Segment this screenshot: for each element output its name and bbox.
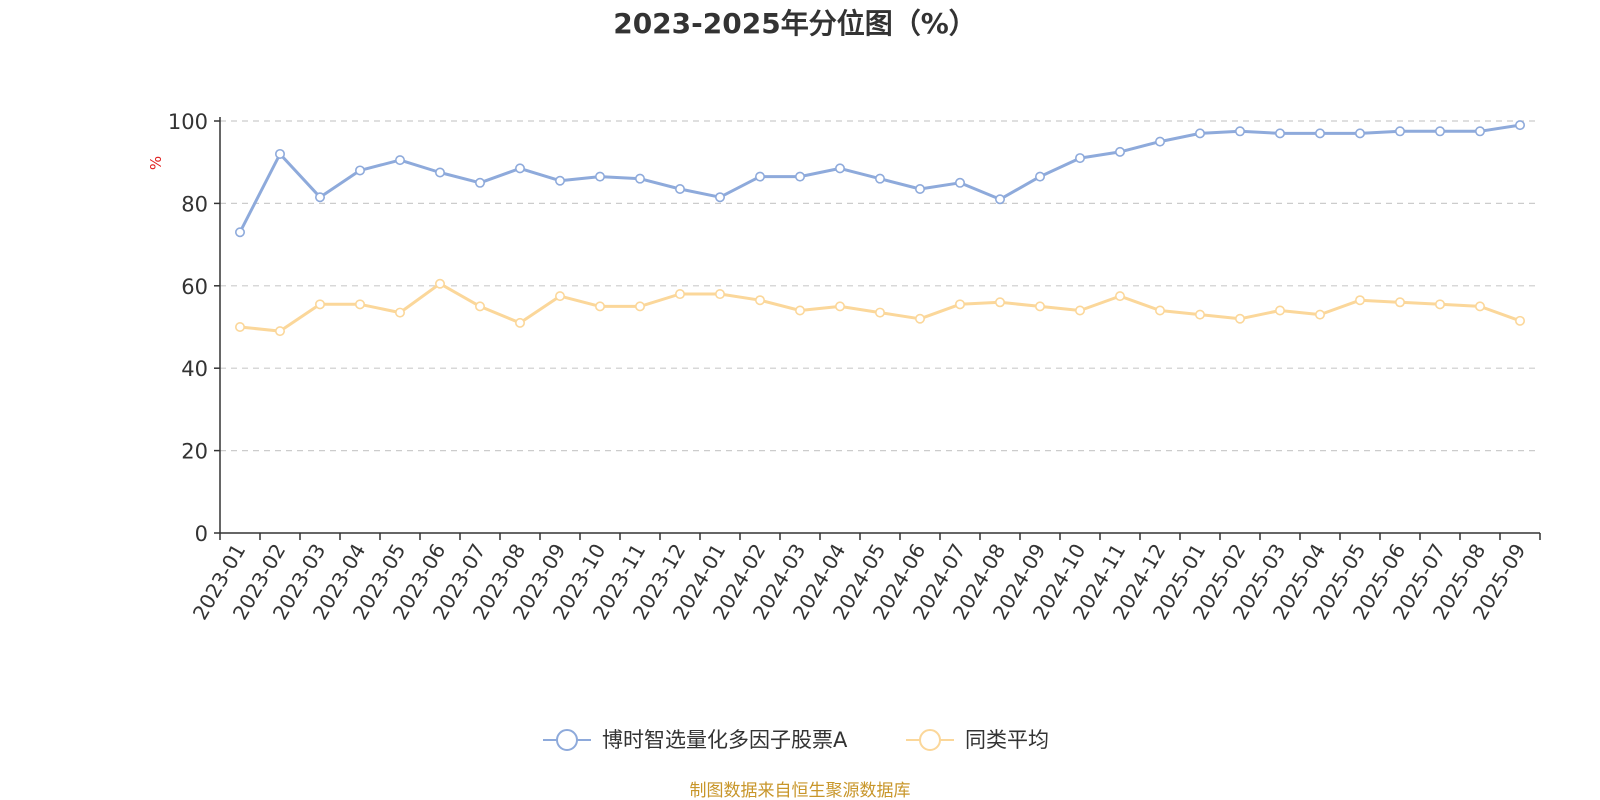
series-2-point-18 <box>954 299 965 310</box>
series-1-point-10 <box>634 173 645 184</box>
series-1-point-18 <box>954 177 965 188</box>
series-1-point-32 <box>1515 120 1526 131</box>
series-1-point-12 <box>714 192 725 203</box>
series-1-point-21 <box>1075 153 1086 164</box>
legend-label-series-1: 博时智选量化多因子股票A <box>602 728 848 752</box>
y-tick-label-2: 40 <box>181 357 208 381</box>
source-note: 制图数据来自恒生聚源数据库 <box>690 781 911 800</box>
series-2-point-7 <box>514 317 525 328</box>
legend-label-series-2: 同类平均 <box>965 728 1049 752</box>
series-2-point-16 <box>874 307 885 318</box>
series-1-point-20 <box>1035 171 1046 182</box>
legend-marker-series-1 <box>556 729 578 751</box>
series-1-point-3 <box>354 165 365 176</box>
series-2-point-23 <box>1155 305 1166 316</box>
y-tick-label-0: 0 <box>195 522 208 546</box>
series-1-point-14 <box>794 171 805 182</box>
series-2-point-9 <box>594 301 605 312</box>
series-1-point-11 <box>674 183 685 194</box>
series-1-point-23 <box>1155 136 1166 147</box>
series-2-point-31 <box>1475 301 1486 312</box>
legend: 博时智选量化多因子股票A 同类平均 <box>543 728 1049 752</box>
series-2-point-32 <box>1515 315 1526 326</box>
series-1-point-19 <box>994 194 1005 205</box>
series-2-point-24 <box>1195 309 1206 320</box>
series-1-point-1 <box>274 148 285 159</box>
series-1-point-27 <box>1315 128 1326 139</box>
legend-item-series-1[interactable]: 博时智选量化多因子股票A <box>543 728 848 752</box>
series-layer <box>235 120 1526 337</box>
series-2-point-27 <box>1315 309 1326 320</box>
series-2-point-28 <box>1355 295 1366 306</box>
series-1-point-31 <box>1475 126 1486 137</box>
series-1-point-2 <box>314 192 325 203</box>
series-2-point-15 <box>834 301 845 312</box>
legend-item-series-2[interactable]: 同类平均 <box>906 728 1049 752</box>
y-axis-label: % <box>147 156 165 170</box>
series-1-point-28 <box>1355 128 1366 139</box>
series-2-point-30 <box>1435 299 1446 310</box>
legend-marker-series-2 <box>919 729 941 751</box>
series-1-point-7 <box>514 163 525 174</box>
series-2-point-25 <box>1235 313 1246 324</box>
series-2-point-21 <box>1075 305 1086 316</box>
series-1-point-5 <box>434 167 445 178</box>
series-1-point-9 <box>594 171 605 182</box>
axes-layer: 0204060801002023-012023-022023-032023-04… <box>168 110 1541 624</box>
series-2-point-14 <box>794 305 805 316</box>
series-2-point-22 <box>1115 291 1126 302</box>
series-2-point-20 <box>1035 301 1046 312</box>
series-1-point-22 <box>1115 146 1126 157</box>
y-tick-label-5: 100 <box>168 110 208 134</box>
series-1-point-8 <box>554 175 565 186</box>
series-1-point-13 <box>754 171 765 182</box>
series-1-point-16 <box>874 173 885 184</box>
series-2-point-13 <box>754 295 765 306</box>
series-2-point-12 <box>714 289 725 300</box>
series-1-point-30 <box>1435 126 1446 137</box>
series-2-point-3 <box>354 299 365 310</box>
grid-layer <box>220 120 1540 452</box>
series-2-point-10 <box>634 301 645 312</box>
series-2-point-19 <box>994 297 1005 308</box>
series-2-point-29 <box>1395 297 1406 308</box>
series-1-point-26 <box>1275 128 1286 139</box>
series-2-point-5 <box>434 278 445 289</box>
series-2-point-2 <box>314 299 325 310</box>
series-2-point-6 <box>474 301 485 312</box>
series-1-point-4 <box>394 155 405 166</box>
y-tick-label-3: 60 <box>181 275 208 299</box>
series-1-point-6 <box>474 177 485 188</box>
series-1-point-15 <box>834 163 845 174</box>
series-1-point-25 <box>1235 126 1246 137</box>
y-tick-label-1: 20 <box>181 440 208 464</box>
chart-title: 2023-2025年分位图（%） <box>613 7 977 40</box>
series-1-point-29 <box>1395 126 1406 137</box>
series-line-2 <box>239 282 1521 333</box>
series-1-point-0 <box>235 227 246 238</box>
y-tick-label-4: 80 <box>181 192 208 216</box>
series-1-point-17 <box>914 183 925 194</box>
series-2-point-1 <box>274 326 285 337</box>
series-2-point-11 <box>674 289 685 300</box>
series-2-point-8 <box>554 291 565 302</box>
series-2-point-26 <box>1275 305 1286 316</box>
series-2-point-4 <box>394 307 405 318</box>
series-2-point-17 <box>914 313 925 324</box>
series-2-point-0 <box>235 321 246 332</box>
series-1-point-24 <box>1195 128 1206 139</box>
